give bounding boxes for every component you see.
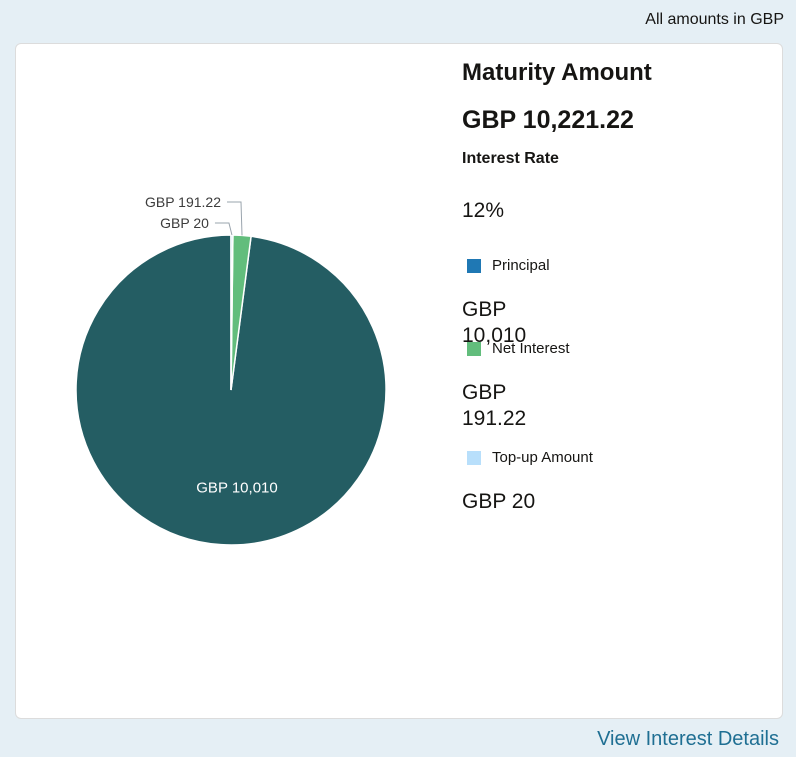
principal-label: Principal — [492, 257, 550, 274]
maturity-amount-title: Maturity Amount — [462, 59, 652, 86]
legend-principal: Principal — [467, 257, 550, 274]
topup-value: GBP 20 — [462, 490, 536, 513]
legend-topup: Top-up Amount — [467, 449, 593, 466]
topup-label: Top-up Amount — [492, 449, 593, 466]
net-interest-label: Net Interest — [492, 340, 570, 357]
net-interest-swatch — [467, 341, 481, 356]
pie-label-0: GBP 10,010 — [196, 479, 277, 496]
interest-rate-label: Interest Rate — [462, 150, 559, 167]
maturity-amount-value: GBP 10,221.22 — [462, 106, 634, 134]
amounts-currency-note: All amounts in GBP — [645, 11, 784, 28]
pie-svg: GBP 10,010 GBP 191.22 GBP 20 — [75, 194, 387, 546]
pie-leader-1 — [227, 201, 243, 236]
maturity-card: GBP 10,010 GBP 191.22 GBP 20 Maturity Amou… — [15, 43, 783, 719]
principal-swatch — [467, 258, 481, 273]
pie-label-1: GBP 191.22 — [145, 194, 221, 210]
principal-value: GBP 10,010 — [462, 298, 527, 347]
maturity-pie-chart: GBP 10,010 GBP 191.22 GBP 20 — [16, 44, 456, 720]
pie-leader-2 — [214, 222, 233, 236]
interest-rate-value: 12% — [462, 199, 505, 222]
legend-net-interest: Net Interest — [467, 340, 570, 357]
pie-label-2: GBP 20 — [160, 215, 209, 231]
pie-slice-2[interactable] — [230, 234, 234, 391]
net-interest-value: GBP 191.22 — [462, 381, 527, 430]
topup-swatch — [467, 450, 481, 465]
view-interest-details-link[interactable]: View Interest Details — [597, 728, 779, 750]
